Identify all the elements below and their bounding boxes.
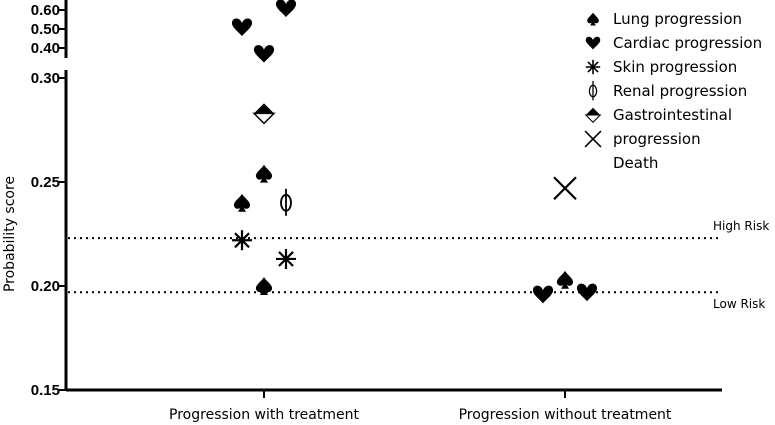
data-point-heart: [253, 45, 275, 63]
data-point-cross: [553, 176, 577, 201]
reference-line-label: Low Risk: [713, 297, 765, 311]
data-point-heart: [231, 18, 253, 37]
y-tick-label: 0.30: [31, 70, 60, 87]
x-tick-label: Progression with treatment: [169, 407, 359, 423]
data-point-heart: [576, 283, 598, 302]
y-tick-label: 0.15: [31, 382, 60, 399]
data-point-spade: [233, 193, 251, 212]
data-point-asterisk: [232, 230, 252, 251]
legend-label: Cardiac progression: [613, 34, 762, 52]
legend-symbol-half-diamond: [584, 107, 602, 123]
legend-symbol-spade: [587, 12, 599, 26]
y-tick-label: 0.50: [31, 21, 60, 38]
y-tick-label: 0.40: [31, 40, 60, 57]
data-point-spade: [255, 277, 273, 295]
legend-label: Renal progression: [613, 82, 747, 100]
data-point-heart: [275, 0, 297, 18]
y-tick-label: 0.25: [31, 174, 60, 191]
data-point-half-diamond: [252, 103, 276, 125]
data-point-spade: [255, 164, 273, 183]
x-tick-label: Progression without treatment: [459, 407, 672, 423]
reference-lines: High Risk Low Risk: [68, 219, 769, 311]
legend-symbol-cross: [584, 130, 602, 148]
legend-label: Gastrointestinal: [613, 106, 732, 124]
legend-symbol-phi: [588, 80, 598, 101]
y-tick-label: 0.60: [31, 2, 60, 19]
data-points: [231, 0, 598, 304]
y-tick-label: 0.20: [31, 278, 60, 295]
legend-label: progression: [613, 130, 701, 148]
legend-label: Lung progression: [613, 10, 742, 28]
reference-line-label: High Risk: [713, 219, 769, 233]
data-point-phi: [280, 188, 292, 216]
axes: 0.15 0.20 0.25 0.30 0.40 0.50 0.60 Progression …: [2, 0, 722, 423]
legend-label: Death: [613, 154, 658, 172]
legend-symbol-heart: [585, 36, 601, 50]
data-point-spade: [556, 270, 574, 289]
y-axis-label: Probability score: [2, 176, 18, 292]
legend-symbol-asterisk: [585, 59, 601, 75]
legend-label: Skin progression: [613, 58, 737, 76]
legend: Lung progression Cardiac progression Skin …: [584, 10, 762, 172]
data-point-asterisk: [276, 248, 296, 269]
data-point-heart: [532, 285, 554, 304]
